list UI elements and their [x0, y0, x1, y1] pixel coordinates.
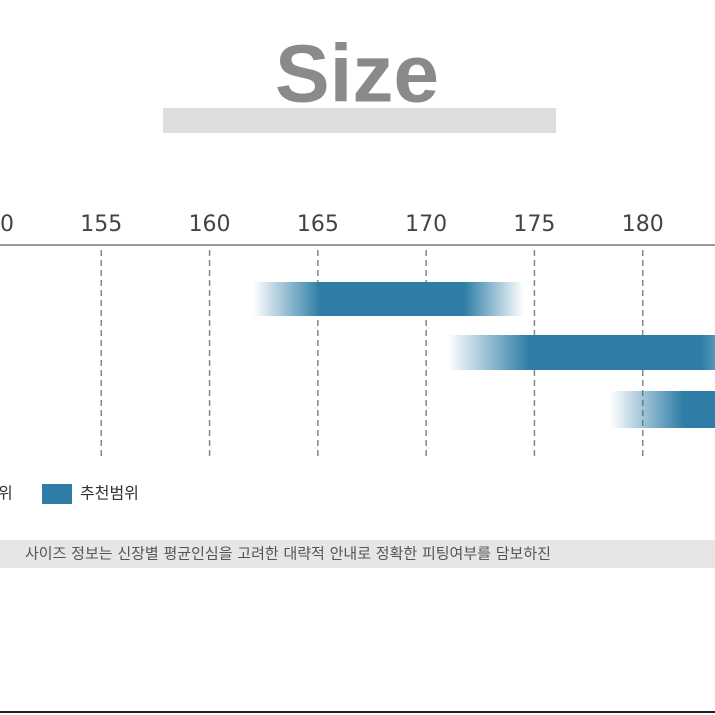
x-tick-label: 175	[513, 212, 555, 237]
note: 사이즈 정보는 신장별 평균인심을 고려한 대략적 안내로 정확한 피팅여부를 …	[25, 545, 551, 563]
x-tick-label: 155	[80, 212, 122, 237]
legend-label: 추천범위	[80, 484, 139, 503]
title-band	[163, 108, 556, 133]
x-tick-label: 170	[405, 212, 447, 237]
range-bar	[447, 335, 715, 370]
x-tick-label: 180	[622, 212, 664, 237]
x-tick-label: 165	[297, 212, 339, 237]
note-band	[0, 540, 715, 568]
range-bar	[610, 391, 715, 428]
x-tick-label: 150	[0, 212, 14, 237]
range-bar	[252, 282, 524, 316]
legend-label: 위	[0, 484, 13, 503]
chart-title: Size	[275, 29, 439, 120]
x-tick-label: 160	[189, 212, 231, 237]
legend-swatch	[42, 484, 72, 504]
